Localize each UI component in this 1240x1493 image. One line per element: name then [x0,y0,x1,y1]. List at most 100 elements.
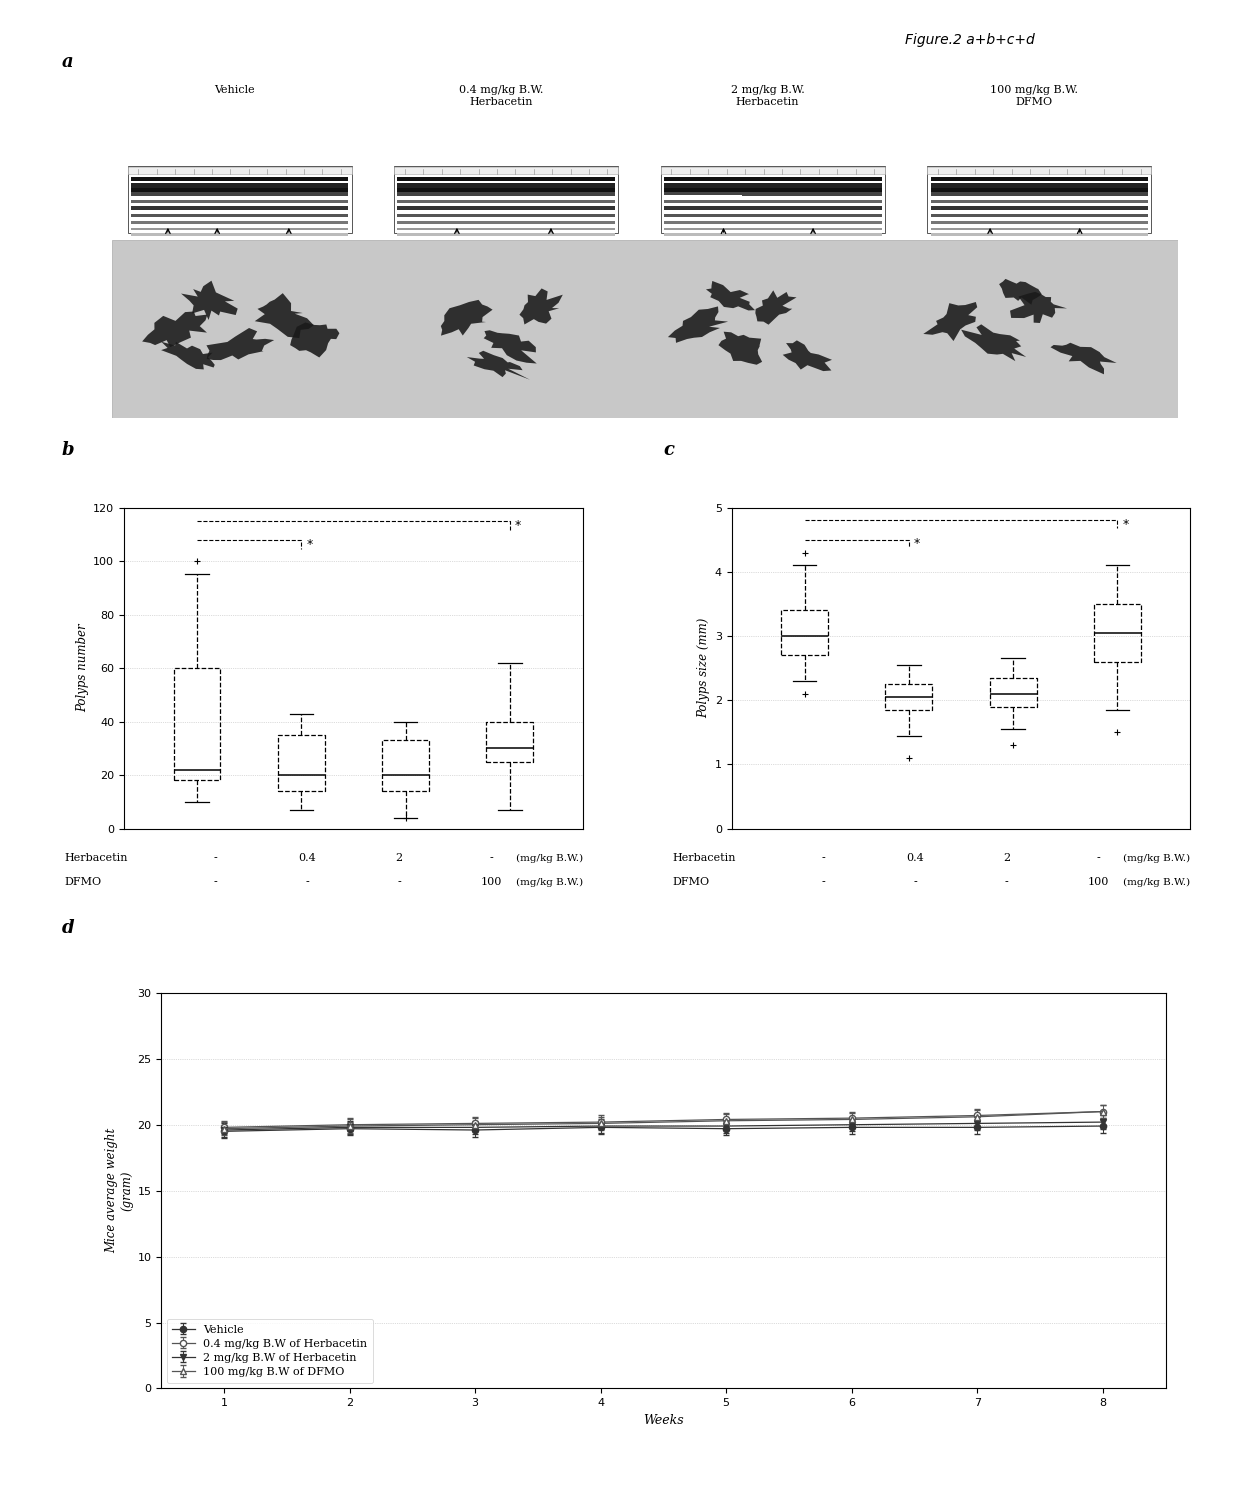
Bar [128,166,352,233]
Bar [663,182,882,188]
Bar [130,178,348,181]
Bar [128,167,352,175]
Text: *: * [515,520,521,532]
Text: 0.4: 0.4 [906,853,924,863]
Bar [397,206,615,209]
PathPatch shape [520,288,563,324]
Bar [397,193,615,197]
Text: -: - [821,876,826,887]
Bar [397,221,615,224]
Bar [930,233,1148,236]
PathPatch shape [254,293,314,337]
PathPatch shape [961,324,1027,361]
Text: -: - [213,876,218,887]
Bar [663,206,882,209]
Y-axis label: Mice average weight
(gram): Mice average weight (gram) [105,1129,133,1253]
PathPatch shape [668,306,728,343]
Text: DFMO: DFMO [64,876,102,887]
Text: 100 mg/kg B.W.
DFMO: 100 mg/kg B.W. DFMO [990,85,1078,107]
Text: 2 mg/kg B.W.
Herbacetin: 2 mg/kg B.W. Herbacetin [730,85,805,107]
PathPatch shape [290,322,340,357]
PathPatch shape [924,302,977,340]
Text: 0.4 mg/kg B.W.
Herbacetin: 0.4 mg/kg B.W. Herbacetin [459,85,543,107]
Text: -: - [489,853,494,863]
Text: Figure.2 a+b+c+d: Figure.2 a+b+c+d [905,33,1035,46]
Bar [130,221,348,224]
PathPatch shape [181,281,238,320]
Bar [130,193,348,197]
Text: -: - [305,876,310,887]
Text: -: - [397,876,402,887]
Text: Herbacetin: Herbacetin [64,853,128,863]
Bar [130,200,348,203]
PathPatch shape [484,330,537,363]
Bar [928,166,1152,233]
Bar [930,193,1148,197]
Bar [930,227,1148,230]
PathPatch shape [1011,291,1066,322]
Text: 100: 100 [1087,876,1110,887]
Bar [661,167,885,175]
X-axis label: Weeks: Weeks [644,1414,683,1427]
Bar [663,200,882,203]
Y-axis label: Polyps size (mm): Polyps size (mm) [698,618,711,718]
Text: Vehicle: Vehicle [215,85,254,96]
Bar [130,185,348,194]
Bar [930,213,1148,216]
Bar [661,166,885,233]
Bar [112,240,1178,418]
Bar [394,166,618,233]
Text: -: - [913,876,918,887]
Text: 2: 2 [1003,853,1011,863]
PathPatch shape [206,328,274,360]
Bar [928,167,1152,175]
Bar [397,200,615,203]
Bar [397,182,615,188]
Text: 2: 2 [396,853,403,863]
Bar [397,213,615,216]
Text: (mg/kg B.W.): (mg/kg B.W.) [516,878,583,887]
Text: 0.4: 0.4 [299,853,316,863]
Text: -: - [821,853,826,863]
Bar [663,178,882,181]
Text: b: b [62,442,74,460]
Text: (mg/kg B.W.): (mg/kg B.W.) [1123,854,1190,863]
Bar [663,193,882,197]
PathPatch shape [718,331,763,364]
Bar [663,194,743,199]
Text: (mg/kg B.W.): (mg/kg B.W.) [1123,878,1190,887]
PathPatch shape [755,290,796,324]
Bar [397,185,615,194]
Text: 100: 100 [480,876,502,887]
Text: a: a [62,54,73,72]
Bar [130,233,348,236]
Text: DFMO: DFMO [672,876,709,887]
PathPatch shape [161,342,215,369]
Bar [663,221,882,224]
Bar [930,185,1148,194]
Bar [130,213,348,216]
Text: Herbacetin: Herbacetin [672,853,735,863]
Bar [397,227,615,230]
Y-axis label: Polyps number: Polyps number [76,624,89,712]
Text: -: - [213,853,218,863]
Bar [394,167,618,175]
PathPatch shape [143,312,207,348]
Bar [930,206,1148,209]
Bar [663,213,882,216]
Bar [130,182,348,188]
Text: -: - [1096,853,1101,863]
Legend: Vehicle, 0.4 mg/kg B.W of Herbacetin, 2 mg/kg B.W of Herbacetin, 100 mg/kg B.W o: Vehicle, 0.4 mg/kg B.W of Herbacetin, 2 … [166,1318,373,1383]
Text: c: c [663,442,675,460]
PathPatch shape [782,340,832,372]
PathPatch shape [706,281,755,311]
Bar [930,200,1148,203]
Text: *: * [1122,518,1128,532]
PathPatch shape [466,351,529,379]
Bar [663,233,882,236]
Bar [930,182,1148,188]
Bar [930,221,1148,224]
Text: d: d [62,920,74,938]
PathPatch shape [1050,343,1117,375]
Bar [397,233,615,236]
